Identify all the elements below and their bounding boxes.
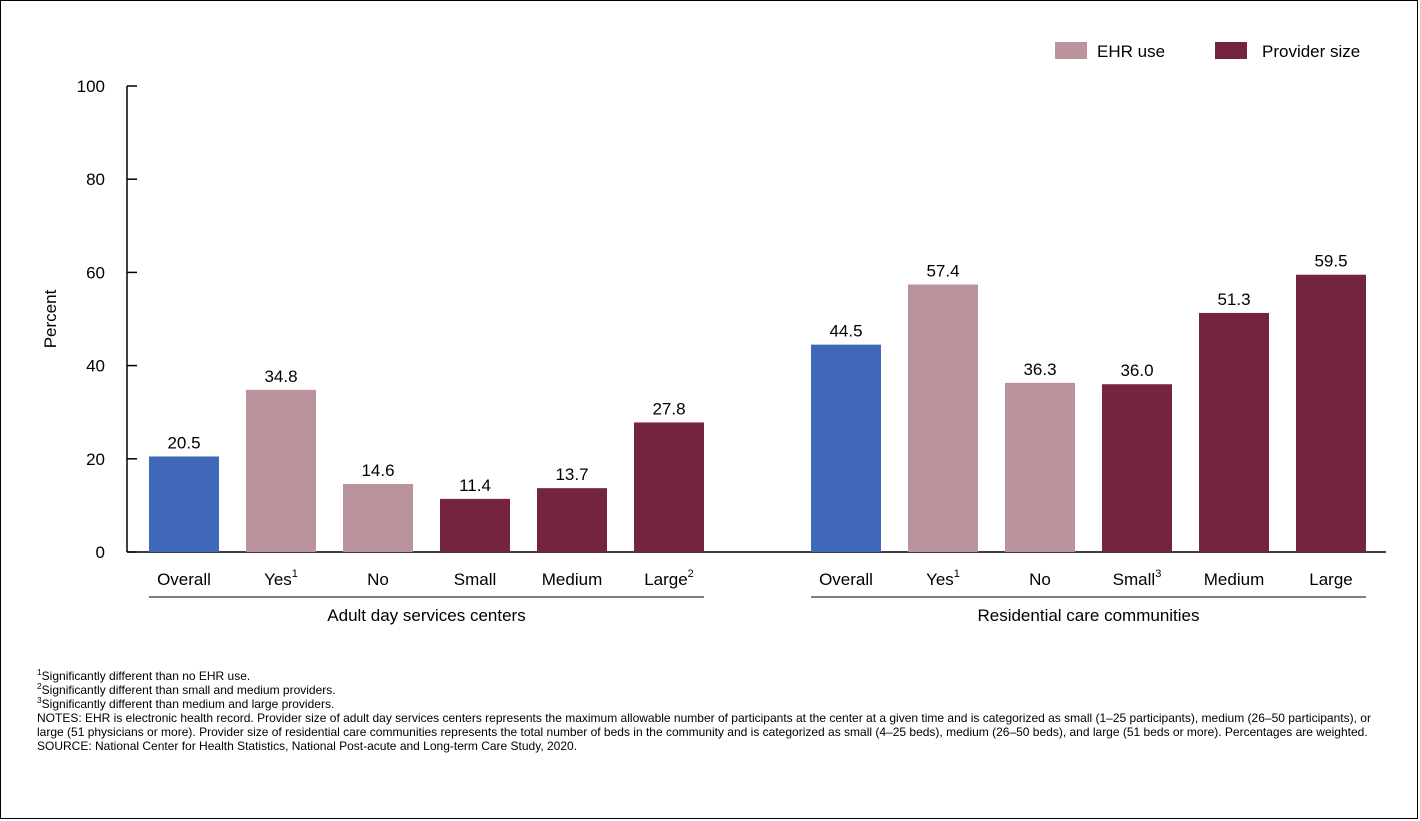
footnote-3: 3Significantly different than medium and… xyxy=(37,695,335,711)
bar-value-label: 59.5 xyxy=(1314,252,1347,271)
source-text: SOURCE: National Center for Health Stati… xyxy=(37,739,578,753)
bar-value-label: 11.4 xyxy=(459,476,491,495)
bar-value-label: 34.8 xyxy=(264,367,297,386)
y-tick-label: 0 xyxy=(96,543,105,562)
x-tick-label: Large2 xyxy=(644,568,694,589)
y-tick-label: 20 xyxy=(86,450,105,469)
y-tick-label: 80 xyxy=(86,170,105,189)
bar-value-label: 36.3 xyxy=(1023,360,1056,379)
x-tick-label: Overall xyxy=(157,570,211,589)
bar xyxy=(1102,384,1172,552)
bar xyxy=(634,422,704,552)
group-label: Adult day services centers xyxy=(327,606,525,625)
bar xyxy=(1199,312,1269,552)
bar xyxy=(537,488,607,552)
x-tick-superscript: 1 xyxy=(954,568,960,580)
x-tick-superscript: 1 xyxy=(292,568,298,580)
x-tick-label: Medium xyxy=(542,570,602,589)
bar-value-label: 51.3 xyxy=(1217,290,1250,309)
bar xyxy=(440,498,510,552)
legend-label: Provider size xyxy=(1262,42,1360,61)
bar xyxy=(246,389,316,552)
notes-text: NOTES: EHR is electronic health record. … xyxy=(37,711,1371,739)
bar-value-label: 57.4 xyxy=(926,262,959,281)
x-tick-superscript: 3 xyxy=(1155,568,1161,580)
legend-label: EHR use xyxy=(1097,42,1165,61)
x-tick-label: Large xyxy=(1309,570,1352,589)
bar-value-label: 13.7 xyxy=(555,465,588,484)
x-tick-label: No xyxy=(1029,570,1051,589)
y-tick-label: 60 xyxy=(86,263,105,282)
x-tick-superscript: 2 xyxy=(688,568,694,580)
bar-value-label: 36.0 xyxy=(1120,361,1153,380)
bar-value-label: 14.6 xyxy=(361,461,394,480)
figure-notes: 1Significantly different than no EHR use… xyxy=(37,667,1397,753)
y-tick-label: 40 xyxy=(86,357,105,376)
bar-chart: 020406080100Percent20.5Overall34.8Yes114… xyxy=(41,42,1386,625)
legend-swatch xyxy=(1215,42,1247,59)
y-tick-label: 100 xyxy=(77,77,105,96)
bar xyxy=(1005,382,1075,552)
y-axis-label: Percent xyxy=(41,289,60,348)
footnote-1: 1Significantly different than no EHR use… xyxy=(37,667,251,683)
x-tick-label: Yes1 xyxy=(264,568,298,589)
x-tick-label: Overall xyxy=(819,570,873,589)
x-tick-label: Medium xyxy=(1204,570,1264,589)
x-tick-label: Yes1 xyxy=(926,568,960,589)
bar xyxy=(908,284,978,552)
bar-value-label: 20.5 xyxy=(167,433,200,452)
bar xyxy=(811,344,881,552)
x-tick-label: No xyxy=(367,570,389,589)
bar xyxy=(1296,274,1366,552)
x-tick-label: Small3 xyxy=(1113,568,1162,589)
bar-value-label: 44.5 xyxy=(829,322,862,341)
group-label: Residential care communities xyxy=(977,606,1199,625)
bar xyxy=(149,456,219,552)
bar xyxy=(343,483,413,552)
footnote-2: 2Significantly different than small and … xyxy=(37,681,336,697)
legend-swatch xyxy=(1055,42,1087,59)
x-tick-label: Small xyxy=(454,570,497,589)
bar-value-label: 27.8 xyxy=(652,399,685,418)
